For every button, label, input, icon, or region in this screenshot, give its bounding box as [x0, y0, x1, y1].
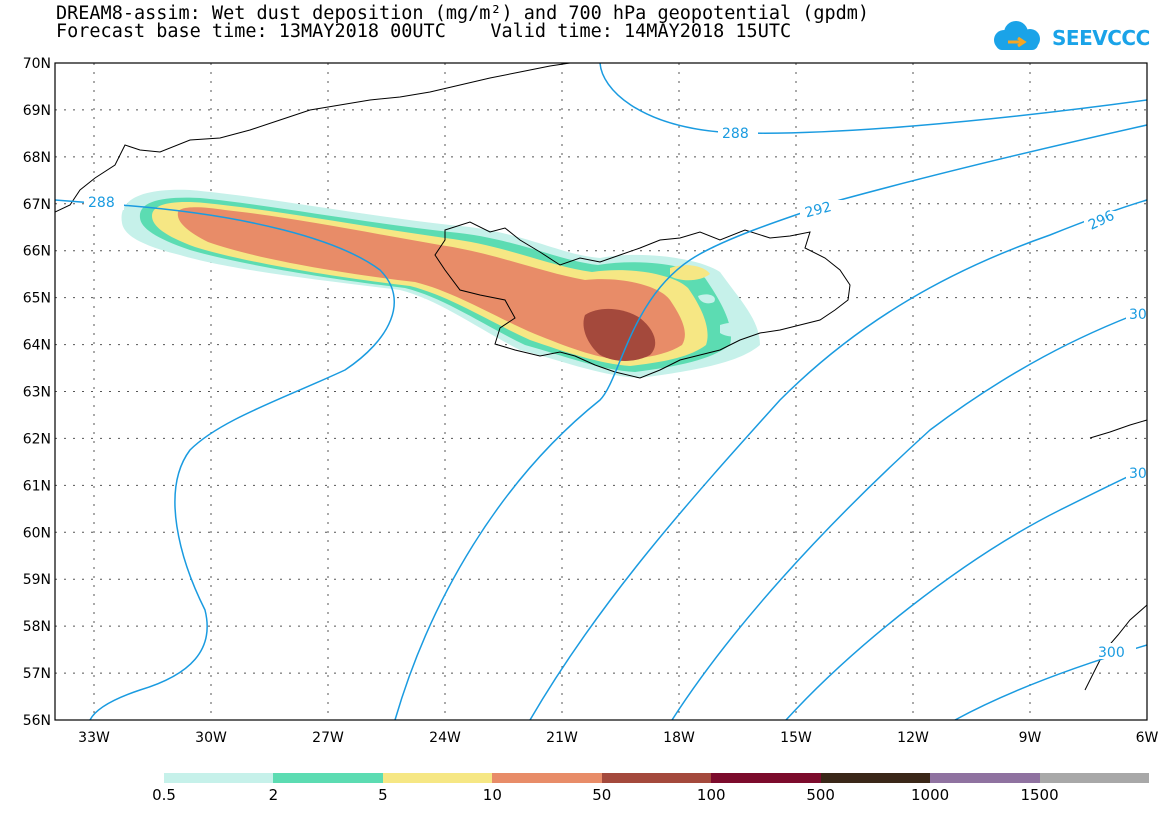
logo-text: SEEVCCC [1052, 26, 1150, 50]
map-subtitle: Forecast base time: 13MAY2018 00UTC Vali… [56, 21, 792, 42]
latitude-label: 56N [23, 713, 51, 729]
latitude-label: 65N [23, 291, 51, 307]
dust-plume [121, 189, 760, 378]
longitude-label: 24W [429, 730, 461, 746]
seevccc-logo [994, 21, 1040, 50]
latitude-label: 60N [23, 525, 51, 541]
contour-292 [394, 124, 1147, 720]
latitude-label: 70N [23, 56, 51, 72]
longitude-label: 6W [1136, 730, 1159, 746]
legend-label: 100 [696, 786, 726, 804]
longitude-label: 12W [897, 730, 929, 746]
legend-label: 1000 [911, 786, 950, 804]
graticule [55, 63, 1147, 720]
latitude-labels: 70N 69N 68N 67N 66N 65N 64N 63N 62N 61N 60N 59N 58N 5… [23, 56, 51, 729]
contour-300a [671, 309, 1147, 720]
legend-label: 500 [806, 786, 835, 804]
contour-label: 292 [803, 199, 833, 221]
longitude-label: 9W [1019, 730, 1042, 746]
longitude-label: 30W [195, 730, 227, 746]
contour-288-north [599, 63, 1147, 134]
contour-label: 300 [1098, 645, 1125, 661]
longitude-label: 18W [663, 730, 695, 746]
faroe-coastline [1089, 419, 1147, 439]
legend-color-swatch [492, 773, 602, 783]
legend-color-swatch [930, 773, 1040, 783]
scotland-coastline [1084, 604, 1147, 691]
legend-label: 10 [482, 786, 502, 804]
contour-label: 288 [722, 126, 749, 142]
latitude-label: 59N [23, 572, 51, 588]
legend-color-swatch [711, 773, 821, 783]
plume-level-10 [177, 207, 685, 360]
coastlines [55, 63, 1147, 691]
legend-color-swatch [820, 773, 931, 783]
legend-colorbar [164, 773, 1149, 783]
contour-300b [785, 467, 1147, 720]
map-frame [54, 62, 1148, 721]
contour-label: 288 [88, 195, 115, 211]
geopotential-contours [55, 63, 1147, 720]
contour-label: 30 [1129, 466, 1147, 482]
legend-color-swatch [1039, 773, 1149, 783]
latitude-label: 63N [23, 385, 51, 401]
map-title: DREAM8-assim: Wet dust deposition (mg/m²… [56, 3, 870, 24]
legend-label: 50 [592, 786, 612, 804]
longitude-label: 27W [312, 730, 344, 746]
legend-label: 5 [378, 786, 388, 804]
greenland-coastline [55, 63, 571, 213]
legend-color-swatch [601, 773, 712, 783]
legend-label: 1500 [1020, 786, 1059, 804]
latitude-label: 58N [23, 619, 51, 635]
cloud-icon [994, 21, 1040, 50]
legend-color-swatch [382, 773, 493, 783]
latitude-label: 61N [23, 478, 51, 494]
legend-color-swatch [164, 773, 274, 783]
latitude-label: 64N [23, 338, 51, 354]
longitude-label: 21W [546, 730, 578, 746]
contour-296 [529, 199, 1147, 720]
longitude-label: 33W [78, 730, 110, 746]
longitude-labels: 33W 30W 27W 24W 21W 18W 15W 12W 9W 6W [78, 730, 1158, 746]
latitude-label: 66N [23, 244, 51, 260]
iceland-coastline [434, 221, 851, 379]
latitude-label: 62N [23, 431, 51, 447]
legend-label: 0.5 [152, 786, 176, 804]
contour-288-west [55, 199, 396, 720]
longitude-label: 15W [780, 730, 812, 746]
contour-label: 30 [1129, 307, 1147, 323]
latitude-label: 68N [23, 150, 51, 166]
latitude-label: 67N [23, 197, 51, 213]
legend-label: 2 [268, 786, 279, 804]
latitude-label: 57N [23, 666, 51, 682]
legend-color-swatch [273, 773, 383, 783]
latitude-label: 69N [23, 103, 51, 119]
